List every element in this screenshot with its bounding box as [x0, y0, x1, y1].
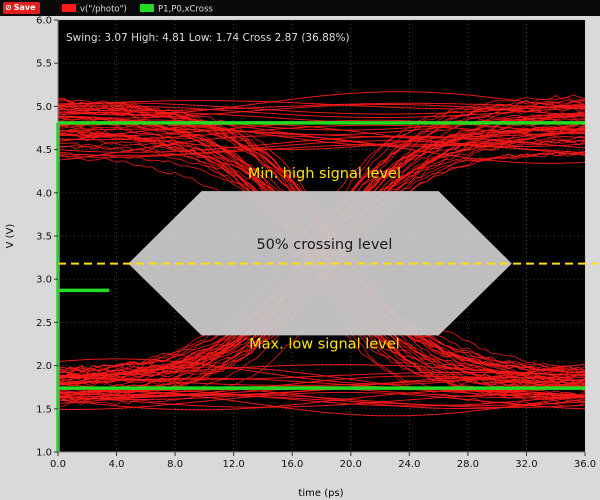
x-tick-label: 16.0	[281, 459, 303, 470]
y-tick-label: 4.0	[36, 188, 52, 199]
annotation-label: 50% crossing level	[256, 237, 392, 253]
y-tick-label: 1.5	[36, 404, 52, 415]
annotation-label: Max. low signal level	[249, 336, 400, 352]
x-axis-label: time (ps)	[298, 488, 343, 499]
x-tick-label: 36.0	[574, 459, 596, 470]
level-trace	[57, 135, 586, 153]
y-tick-label: 1.0	[36, 448, 52, 459]
level-trace	[57, 128, 586, 138]
level-trace	[57, 102, 586, 112]
level-trace	[57, 135, 586, 164]
level-trace	[57, 376, 585, 386]
annotation-label: Min. high signal level	[248, 166, 401, 182]
y-tick-label: 2.5	[36, 318, 52, 329]
level-trace	[57, 91, 586, 116]
y-tick-label: 3.5	[36, 232, 52, 243]
level-trace	[57, 375, 586, 396]
level-trace	[58, 111, 586, 131]
legend-swatch	[62, 4, 76, 12]
level-trace	[57, 128, 586, 150]
level-trace	[57, 358, 586, 385]
level-trace	[57, 123, 586, 148]
x-tick-label: 4.0	[109, 459, 125, 470]
level-trace	[57, 391, 586, 411]
legend-label: v("/photo")	[80, 5, 127, 15]
y-tick-label: 3.0	[36, 275, 52, 286]
x-tick-label: 28.0	[457, 459, 479, 470]
y-tick-label: 6.0	[36, 16, 52, 27]
x-tick-label: 0.0	[50, 459, 66, 470]
level-trace	[58, 363, 586, 376]
y-tick-label: 2.0	[36, 361, 52, 372]
x-tick-label: 20.0	[340, 459, 362, 470]
level-trace	[57, 143, 586, 156]
legend-swatch	[140, 4, 154, 12]
save-label: Save	[13, 3, 36, 12]
y-tick-label: 5.0	[36, 102, 52, 113]
level-trace	[57, 105, 586, 118]
x-tick-label: 12.0	[223, 459, 245, 470]
level-trace	[57, 395, 586, 406]
axes: 0.0 4.0 8.0 12.0 16.0 20.0 24.0 28.0 32.0 36.0 1.0…	[36, 16, 596, 471]
save-icon: ⊘	[5, 3, 12, 12]
x-tick-label: 24.0	[398, 459, 420, 470]
save-button[interactable]: ⊘ Save	[3, 2, 40, 14]
y-tick-label: 5.5	[36, 59, 52, 70]
level-trace	[57, 366, 586, 392]
measurement-readout: Swing: 3.07 High: 4.81 Low: 1.74 Cross 2…	[66, 32, 350, 44]
level-trace	[57, 104, 586, 119]
level-trace	[57, 102, 586, 115]
x-tick-label: 8.0	[167, 459, 183, 470]
legend: v("/photo") P1,P0,xCross	[62, 4, 213, 15]
y-axis-label: V (V)	[5, 224, 16, 249]
level-trace	[57, 391, 586, 417]
y-tick-label: 4.5	[36, 145, 52, 156]
x-tick-label: 32.0	[515, 459, 537, 470]
legend-label: P1,P0,xCross	[158, 5, 213, 15]
